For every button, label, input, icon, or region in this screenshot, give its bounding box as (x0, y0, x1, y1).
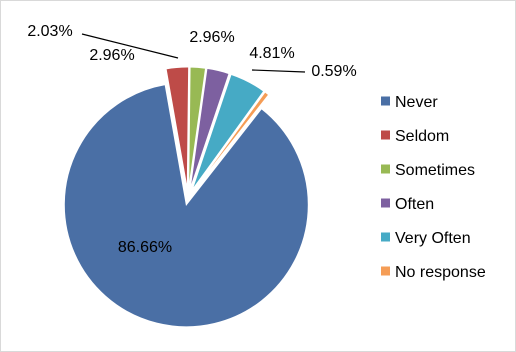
slice-seldom (165, 66, 190, 190)
data-label-very-often: 4.81% (249, 45, 294, 62)
legend-swatch-sometimes (381, 164, 390, 174)
legend-label-never: Never (395, 94, 438, 111)
legend-label-very-often: Very Often (395, 230, 471, 247)
slice-sometimes (188, 66, 207, 190)
leader-line-no-response (251, 69, 306, 73)
legend-swatch-never (381, 96, 390, 106)
data-label-seldom: 2.96% (89, 47, 134, 64)
slice-very-often (191, 73, 265, 191)
legend-label-sometimes: Sometimes (395, 162, 475, 179)
legend-label-seldom: Seldom (395, 128, 449, 145)
slice-no-response (193, 91, 270, 192)
leader-lines (81, 33, 306, 73)
slice-never (63, 84, 309, 328)
slice-often (189, 67, 230, 190)
data-label-often: 2.96% (189, 29, 234, 46)
legend-swatch-very-often (381, 232, 390, 242)
legend-swatch-seldom (381, 130, 390, 140)
data-label-no-response: 0.59% (311, 63, 356, 80)
legend-label-often: Often (395, 196, 434, 213)
legend-swatch-often (381, 198, 390, 208)
legend-swatch-no-response (381, 266, 390, 276)
pie-slices (63, 66, 309, 328)
data-label-never: 86.66% (118, 239, 172, 256)
data-label-sometimes: 2.03% (27, 23, 72, 40)
legend: Never Seldom Sometimes Often Very Often No re… (381, 94, 486, 281)
leader-line-sometimes (81, 33, 179, 59)
data-labels: 86.66% 2.96% 2.03% 2.96% 4.81% 0.59% (27, 23, 356, 256)
legend-label-no-response: No response (395, 264, 486, 281)
